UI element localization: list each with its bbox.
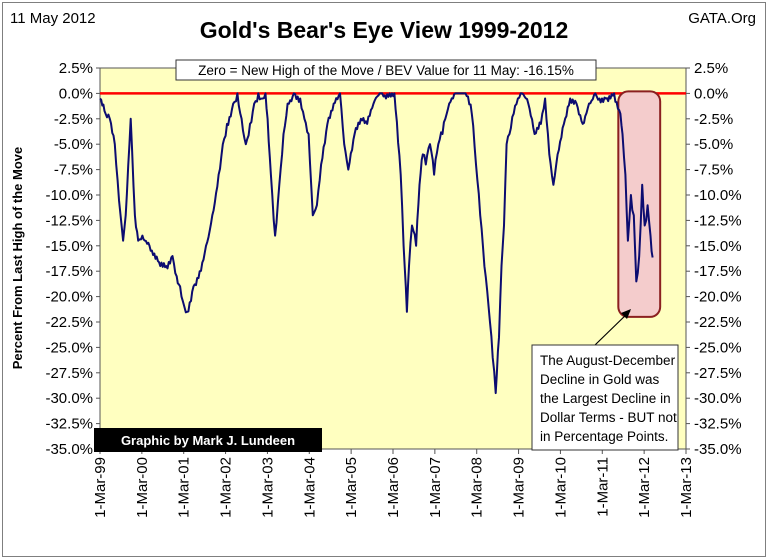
x-tick-label: 1-Mar-13: [678, 457, 695, 518]
right-y-tick-label: -10.0%: [694, 187, 742, 204]
right-y-tick-label: -25.0%: [694, 339, 742, 356]
x-tick-label: 1-Mar-08: [469, 457, 486, 518]
right-y-tick-label: -20.0%: [694, 289, 742, 306]
right-y-tick-label: -35.0%: [694, 441, 742, 458]
left-y-tick-label: -17.5%: [45, 263, 93, 280]
x-tick-label: 1-Mar-99: [92, 457, 109, 518]
x-tick-label: 1-Mar-07: [427, 457, 444, 518]
right-y-tick-label: -30.0%: [694, 390, 742, 407]
right-y-tick-label: -32.5%: [694, 416, 742, 433]
right-y-tick-label: -5.0%: [694, 136, 733, 153]
credit-text: Graphic by Mark J. Lundeen: [121, 433, 295, 448]
left-y-tick-label: -25.0%: [45, 339, 93, 356]
credit-box: [94, 428, 322, 452]
callout-arrow-head: [621, 309, 631, 319]
left-y-tick-label: -10.0%: [45, 187, 93, 204]
right-y-tick-label: -7.5%: [694, 162, 733, 179]
left-y-tick-label: -35.0%: [45, 441, 93, 458]
top-annotation-box: [175, 59, 597, 81]
right-y-tick-label: -12.5%: [694, 212, 742, 229]
y-axis-label: Percent From Last High of the Move: [10, 147, 25, 369]
left-y-tick-label: 2.5%: [59, 60, 93, 77]
x-tick-label: 1-Mar-03: [259, 457, 276, 518]
top-annotation-text: Zero = New High of the Move / BEV Value …: [198, 63, 574, 78]
callout-line: the Largest Decline in: [540, 391, 671, 406]
right-y-tick-label: -22.5%: [694, 314, 742, 331]
callout-line: Dollar Terms - BUT not: [540, 410, 677, 425]
header-source: GATA.Org: [688, 10, 756, 27]
left-y-tick-label: -22.5%: [45, 314, 93, 331]
right-y-tick-label: -15.0%: [694, 238, 742, 255]
left-y-tick-label: -7.5%: [54, 162, 93, 179]
x-tick-label: 1-Mar-01: [176, 457, 193, 518]
x-tick-label: 1-Mar-11: [594, 457, 611, 517]
callout-line: The August-December: [540, 353, 676, 368]
callout-box: [531, 344, 679, 451]
x-tick-label: 1-Mar-10: [552, 457, 569, 518]
x-tick-label: 1-Mar-02: [218, 457, 235, 518]
left-y-tick-label: -5.0%: [54, 136, 93, 153]
x-tick-label: 1-Mar-12: [636, 457, 653, 518]
left-y-tick-label: -30.0%: [45, 390, 93, 407]
x-tick-label: 1-Mar-05: [343, 457, 360, 518]
right-y-axis: 2.5% 0.0% -2.5% -5.0% -7.5% -10.0% -12.5% -15.0…: [686, 60, 742, 458]
left-y-tick-label: 0.0%: [59, 85, 93, 102]
right-y-tick-label: -17.5%: [694, 263, 742, 280]
left-y-tick-label: -32.5%: [45, 416, 93, 433]
left-y-axis: 2.5% 0.0% -2.5% -5.0% -7.5% -10.0% -12.5% -15.0…: [45, 60, 100, 458]
right-y-tick-label: -2.5%: [694, 111, 733, 128]
left-y-tick-label: -27.5%: [45, 365, 93, 382]
right-y-tick-label: -27.5%: [694, 365, 742, 382]
callout-line: Decline in Gold was: [540, 372, 660, 387]
right-y-tick-label: 2.5%: [694, 60, 728, 77]
x-tick-label: 1-Mar-09: [511, 457, 528, 518]
header-date: 11 May 2012: [10, 10, 96, 27]
highlight-box: [617, 90, 662, 318]
right-y-tick-label: 0.0%: [694, 85, 728, 102]
left-y-tick-label: -12.5%: [45, 212, 93, 229]
x-tick-label: 1-Mar-06: [385, 457, 402, 518]
x-tick-label: 1-Mar-00: [134, 457, 151, 518]
left-y-tick-label: -20.0%: [45, 289, 93, 306]
left-y-tick-label: -15.0%: [45, 238, 93, 255]
chart-title: Gold's Bear's Eye View 1999-2012: [200, 17, 569, 43]
series-line: [99, 92, 654, 395]
callout-arrow-line: [594, 310, 631, 346]
callout-line: in Percentage Points.: [540, 429, 668, 444]
x-tick-label: 1-Mar-04: [301, 457, 318, 518]
x-axis: 1-Mar-99 1-Mar-00 1-Mar-01 1-Mar-02 1-Mar-03…: [92, 449, 695, 518]
callout-text: The August-December Decline in Gold was th…: [540, 353, 677, 444]
left-y-tick-label: -2.5%: [54, 111, 93, 128]
